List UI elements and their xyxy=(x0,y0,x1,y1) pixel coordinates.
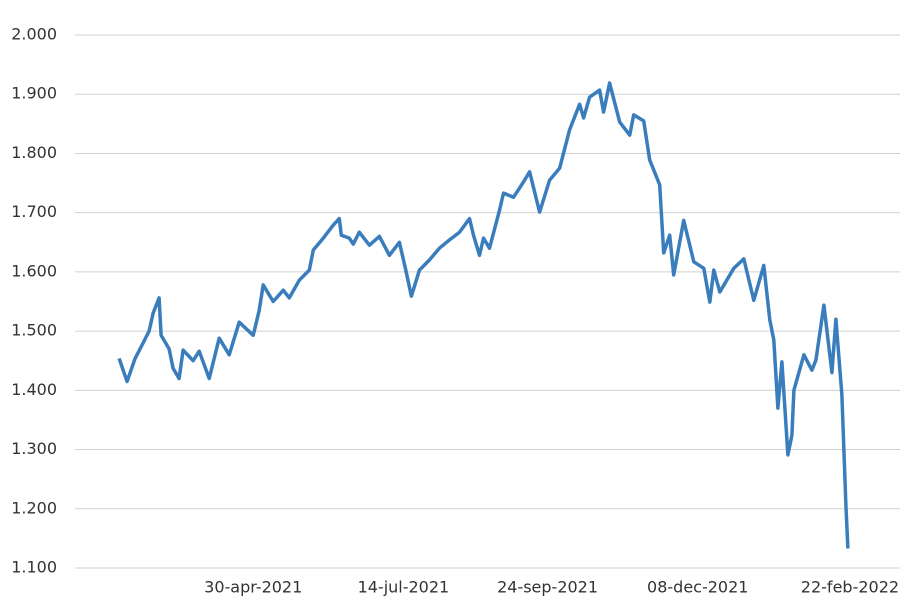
y-tick-label: 1.700 xyxy=(11,202,57,221)
y-tick-label: 1.200 xyxy=(11,498,57,517)
line xyxy=(117,81,850,549)
y-tick-label: 1.500 xyxy=(11,321,57,340)
y-tick-label: 1.300 xyxy=(11,439,57,458)
x-tick-label: 08-dec-2021 xyxy=(647,578,748,596)
x-tick-label: 14-jul-2021 xyxy=(358,578,450,596)
y-tick-label: 1.600 xyxy=(11,261,57,280)
x-tick-label: 24-sep-2021 xyxy=(497,578,598,596)
y-tick-label: 1.900 xyxy=(11,84,57,103)
y-tick-label: 1.100 xyxy=(11,558,57,577)
y-tick-label: 1.800 xyxy=(11,143,57,162)
y-tick-label: 1.400 xyxy=(11,380,57,399)
y-tick-label: 2.000 xyxy=(11,25,57,44)
x-tick-label: 22-feb-2022 xyxy=(801,578,899,596)
x-tick-label: 30-apr-2021 xyxy=(204,578,302,596)
